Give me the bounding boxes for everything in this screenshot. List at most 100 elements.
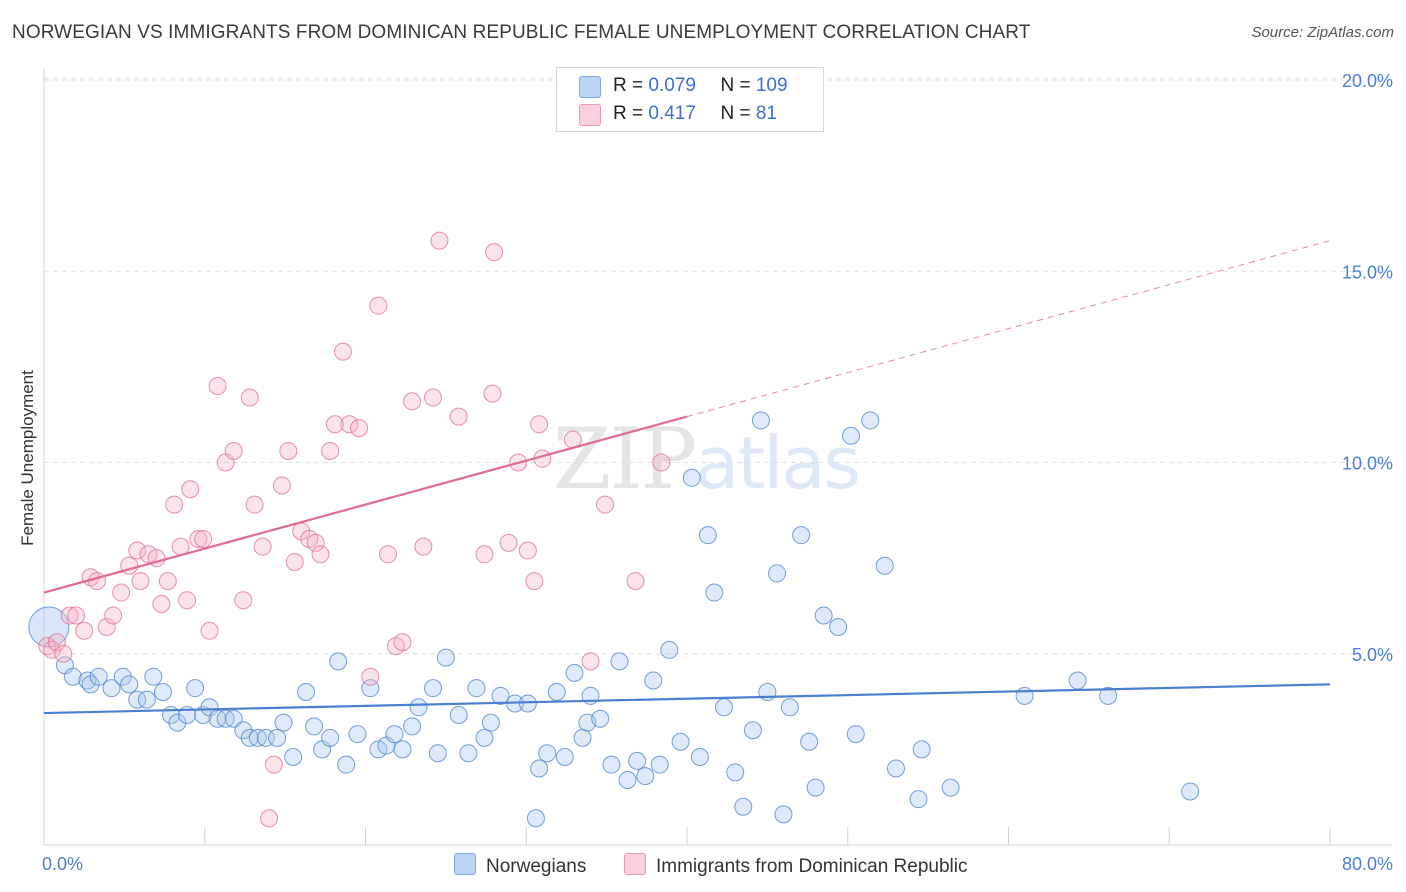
data-point — [350, 419, 369, 438]
y-tick-label: 20.0% — [1342, 71, 1393, 91]
legend-swatch-blue — [579, 76, 601, 98]
data-point — [800, 732, 819, 751]
data-point — [194, 705, 213, 724]
data-point — [369, 296, 388, 315]
legend-n-value: 109 — [755, 75, 788, 96]
data-point — [178, 591, 197, 610]
data-point — [194, 530, 213, 548]
data-point — [912, 740, 931, 759]
data-point — [499, 533, 518, 552]
y-tick-label: 15.0% — [1342, 262, 1393, 282]
data-point — [409, 698, 428, 717]
data-point — [526, 809, 545, 828]
legend-swatch-pink — [624, 853, 646, 875]
legend-r-label: R = — [613, 103, 649, 124]
data-point — [260, 809, 279, 828]
data-point — [485, 243, 504, 262]
data-point — [726, 763, 745, 782]
data-point — [245, 495, 264, 514]
data-point — [475, 728, 494, 747]
data-point — [467, 679, 486, 698]
data-point — [63, 667, 82, 686]
data-point — [459, 744, 478, 763]
data-point — [189, 530, 208, 548]
data-point — [297, 683, 316, 701]
data-point — [424, 388, 443, 407]
data-point — [89, 667, 108, 686]
data-point — [650, 755, 669, 774]
data-point — [272, 476, 291, 495]
data-point — [481, 713, 500, 732]
data-point — [234, 721, 253, 740]
data-point — [348, 725, 367, 744]
source-label: Source: ZipAtlas.com — [1251, 24, 1394, 41]
data-point — [144, 667, 163, 686]
data-point — [428, 744, 447, 763]
axes — [43, 68, 1392, 846]
data-point — [806, 778, 825, 797]
data-point — [774, 805, 793, 824]
chart-title: NORWEGIAN VS IMMIGRANTS FROM DOMINICAN R… — [12, 22, 1031, 43]
legend-label: Norwegians — [486, 856, 587, 877]
data-point — [340, 415, 359, 434]
legend-label: Immigrants from Dominican Republic — [656, 856, 968, 877]
data-point — [113, 667, 132, 686]
trend-line-dominican — [43, 415, 688, 594]
data-point — [705, 583, 724, 602]
data-point — [714, 698, 733, 717]
data-point — [573, 728, 592, 747]
x-tick-label: 0.0% — [42, 854, 83, 874]
data-point — [483, 384, 502, 403]
legend-n-label: N = — [720, 103, 756, 124]
data-point — [846, 725, 865, 744]
data-point — [829, 617, 848, 636]
data-point — [1099, 686, 1118, 705]
data-point — [234, 591, 253, 610]
data-point — [814, 606, 833, 625]
legend-r-value: 0.079 — [648, 75, 696, 96]
data-point — [393, 740, 412, 759]
legend-n-value: 81 — [755, 103, 777, 124]
legend-dominican: Immigrants from Dominican Republic — [624, 853, 968, 878]
data-point — [538, 744, 557, 763]
data-point — [67, 606, 86, 625]
data-point — [168, 713, 187, 732]
data-point — [284, 748, 303, 767]
data-point — [158, 572, 177, 591]
data-point — [610, 652, 629, 671]
data-point — [743, 721, 762, 740]
data-point — [547, 683, 566, 701]
data-point — [1068, 671, 1087, 690]
data-point — [780, 698, 799, 717]
data-point — [861, 411, 880, 430]
data-point — [379, 545, 398, 564]
legend-r-value: 0.417 — [648, 103, 696, 124]
tick-labels: 5.0% 10.0% 15.0% 20.0% 0.0% 80.0% — [42, 71, 1393, 874]
data-point — [698, 526, 717, 545]
data-point — [671, 732, 690, 751]
data-point — [337, 755, 356, 774]
legend-n-label: N = — [720, 75, 756, 96]
data-point — [424, 679, 443, 698]
data-point — [28, 606, 70, 648]
series-norwegians — [28, 411, 1200, 828]
data-point — [104, 606, 123, 625]
data-point — [224, 442, 243, 461]
legend-norwegians: Norwegians — [454, 853, 586, 878]
data-point — [626, 572, 645, 591]
data-point — [285, 552, 304, 571]
data-point — [530, 759, 549, 778]
data-point — [153, 683, 172, 701]
data-point — [792, 526, 811, 545]
data-point — [403, 392, 422, 411]
data-point — [102, 679, 121, 698]
watermark: ZIPatlas — [553, 410, 861, 508]
data-point — [565, 663, 584, 682]
data-point — [47, 633, 66, 652]
data-point — [430, 231, 449, 250]
y-tick-label: 10.0% — [1342, 454, 1393, 474]
trend-line-dominican-extension — [686, 240, 1331, 418]
data-point — [200, 621, 219, 640]
data-point — [131, 572, 150, 591]
